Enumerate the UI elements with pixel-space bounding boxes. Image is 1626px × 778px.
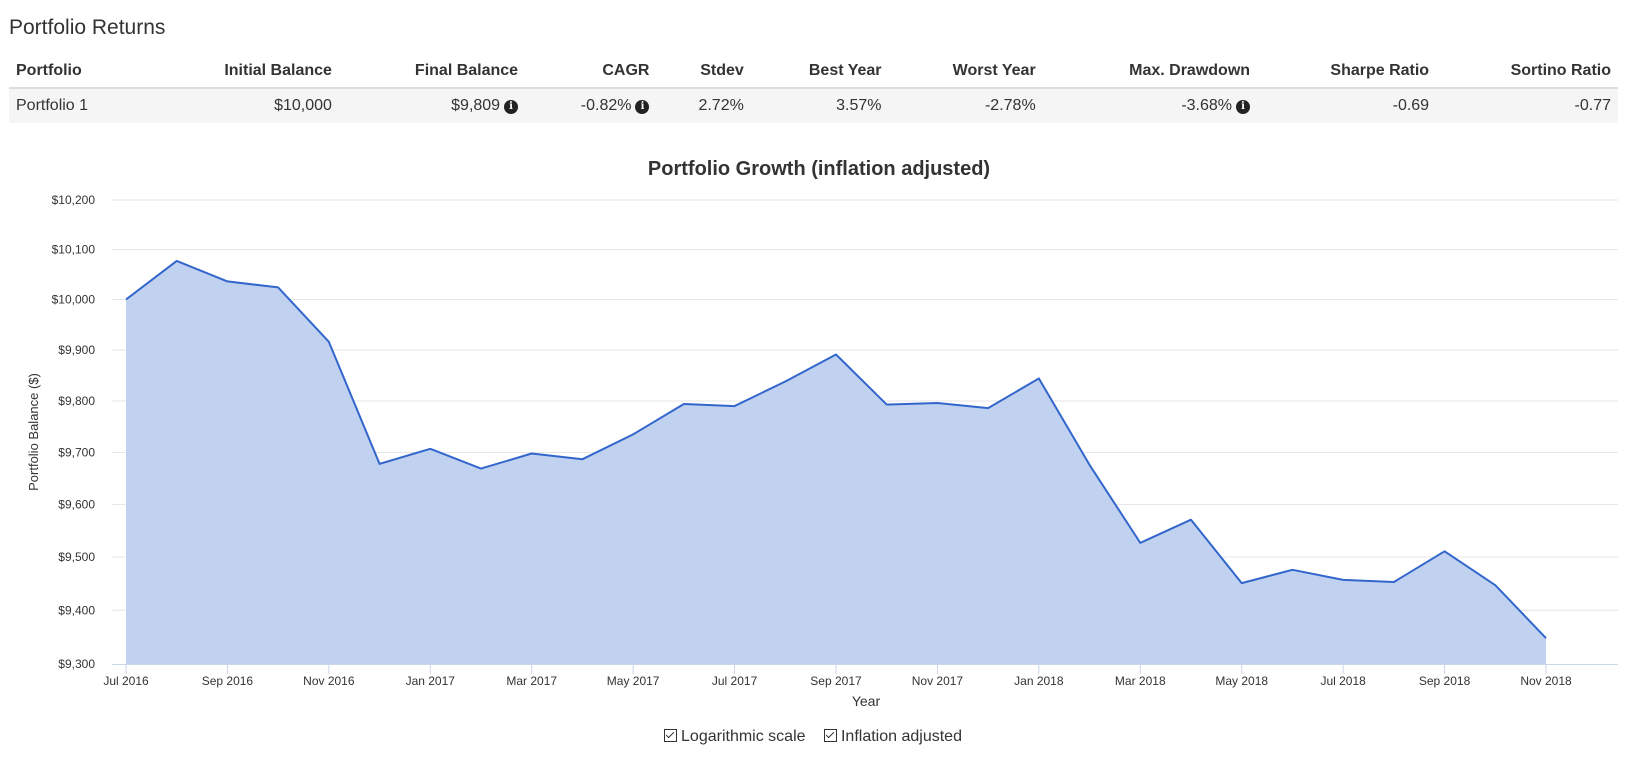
cell-sortino-ratio: -0.77 [1436,88,1618,123]
header-sharpe-ratio: Sharpe Ratio [1257,56,1437,89]
cell-max-drawdown: -3.68% [1181,97,1233,114]
inflation-adjusted-label: Inflation adjusted [840,728,962,745]
chart-title: Portfolio Growth (inflation adjusted) [648,158,990,180]
cell-sharpe-ratio: -0.69 [1257,88,1437,123]
portfolio-growth-chart: Portfolio Growth (inflation adjusted) $9… [26,158,1618,709]
x-tick-label: Mar 2017 [506,674,557,688]
y-tick-label: $9,300 [58,657,95,671]
cell-portfolio: Portfolio 1 [9,88,146,123]
x-tick-label: Jul 2016 [103,674,149,688]
info-icon[interactable]: i [1236,100,1251,114]
cell-worst-year: -2.78% [888,88,1043,123]
y-axis-ticks: $9,300 $9,400 $9,500 $9,600 $9,700 $9,800 $9,9… [52,193,96,671]
x-tick-label: May 2018 [1215,674,1268,688]
table-header-row: Portfolio Initial Balance Final Balance … [9,56,1618,89]
x-tick-label: Nov 2017 [912,674,964,688]
x-axis-label: Year [852,693,881,709]
y-tick-label: $10,100 [52,242,96,256]
x-tick-label: Jul 2017 [712,674,758,688]
cell-cagr: -0.82% [580,97,632,114]
series-area [126,260,1546,664]
inflation-adjusted-option[interactable]: Inflation adjusted [823,728,962,746]
header-final-balance: Final Balance [338,56,526,89]
cell-initial-balance: $10,000 [145,88,339,123]
x-tick-label: Jul 2018 [1320,674,1366,688]
y-tick-label: $9,700 [58,445,95,459]
header-initial-balance: Initial Balance [145,56,339,89]
series-layer [125,259,1547,664]
cell-stdev: 2.72% [656,88,751,123]
header-cagr: CAGR [525,56,657,89]
header-stdev: Stdev [656,56,751,89]
x-tick-label: May 2017 [607,674,660,688]
series-line [125,259,1547,639]
x-tick-label: Nov 2016 [303,674,355,688]
y-tick-label: $9,900 [58,343,95,357]
checkbox-checked-icon[interactable] [664,729,678,742]
chart-options: Logarithmic scale Inflation adjusted [0,728,1626,746]
x-tick-label: Mar 2018 [1115,674,1166,688]
y-tick-label: $9,600 [58,498,95,512]
checkbox-checked-icon[interactable] [823,729,837,742]
portfolio-returns-table: Portfolio Initial Balance Final Balance … [9,56,1618,123]
header-portfolio: Portfolio [9,56,146,89]
y-tick-label: $9,400 [58,603,95,617]
y-axis-label: Portfolio Balance ($) [26,373,41,491]
log-scale-label: Logarithmic scale [681,728,806,745]
x-tick-label: Sep 2017 [810,674,862,688]
cell-best-year: 3.57% [750,88,889,123]
y-tick-label: $10,000 [52,292,96,306]
header-sortino-ratio: Sortino Ratio [1436,56,1618,89]
y-tick-label: $10,200 [52,193,96,207]
x-tick-label: Sep 2018 [1419,674,1471,688]
table-row: Portfolio 1 $10,000 $9,809 i -0.82% i 2.72… [9,88,1618,123]
header-best-year: Best Year [750,56,889,89]
x-tick-label: Nov 2018 [1520,674,1572,688]
log-scale-option[interactable]: Logarithmic scale [664,728,806,746]
y-tick-label: $9,800 [58,394,95,408]
x-tick-label: Sep 2016 [202,674,254,688]
x-axis: Jul 2016 Sep 2016 Nov 2016 Jan 2017 Mar 2017… [103,664,1618,688]
cell-max-drawdown-wrap: -3.68% i [1042,88,1258,123]
y-tick-label: $9,500 [58,550,95,564]
x-tick-label: Jan 2017 [406,674,456,688]
x-tick-label: Jan 2018 [1014,674,1064,688]
header-max-drawdown: Max. Drawdown [1042,56,1258,89]
section-title: Portfolio Returns [9,16,166,39]
cell-final-balance: $9,809 [451,97,501,114]
cell-cagr-wrap: -0.82% i [525,88,657,123]
header-worst-year: Worst Year [888,56,1043,89]
info-icon[interactable]: i [635,100,650,114]
info-icon[interactable]: i [504,100,519,114]
cell-final-balance-wrap: $9,809 i [338,88,526,123]
